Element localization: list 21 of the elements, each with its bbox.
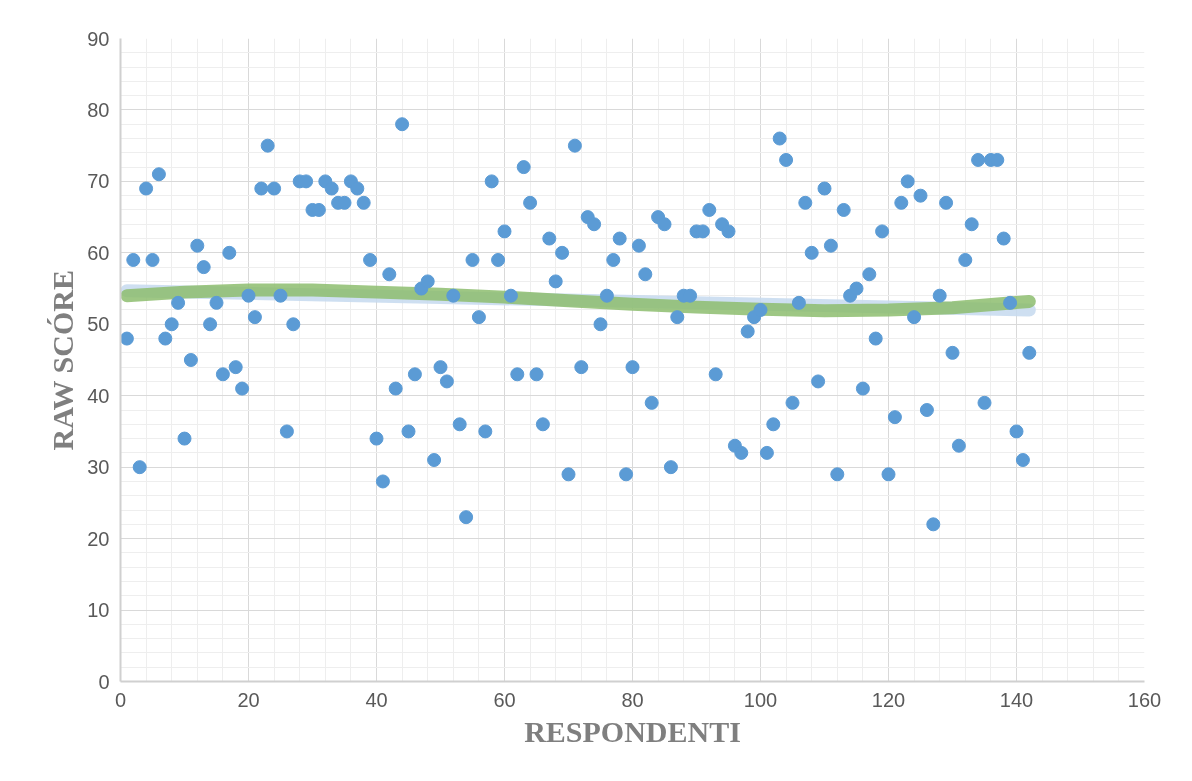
x-axis-title: RESPONDENTI [524, 714, 741, 748]
x-tick-label: 100 [743, 688, 778, 711]
y-tick-label: 70 [87, 170, 110, 193]
y-tick-label: 0 [98, 670, 110, 693]
x-tick-label: 20 [237, 688, 260, 711]
x-tick-label: 140 [999, 688, 1034, 711]
x-tick-label: 80 [621, 688, 644, 711]
y-tick-label: 90 [87, 27, 110, 50]
x-tick-label: 120 [871, 688, 906, 711]
y-tick-label: 50 [87, 313, 110, 336]
x-tick-label: 160 [1127, 688, 1162, 711]
y-tick-label: 30 [87, 456, 110, 479]
x-tick-label: 40 [365, 688, 388, 711]
y-tick-label: 80 [87, 98, 110, 121]
y-tick-label: 20 [87, 527, 110, 550]
x-tick-label: 0 [114, 688, 127, 711]
y-axis-title: RAW SCÓRE [46, 270, 80, 451]
y-tick-label: 10 [87, 599, 110, 622]
y-tick-label: 60 [87, 241, 110, 264]
y-tick-label: 40 [87, 384, 110, 407]
x-tick-label: 60 [493, 688, 516, 711]
